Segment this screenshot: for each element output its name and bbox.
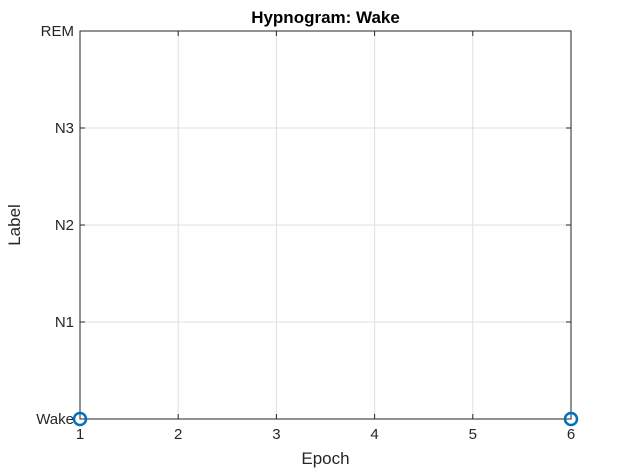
y-tick-label: Wake	[36, 411, 74, 428]
x-tick-label: 6	[567, 426, 575, 443]
x-tick-label: 2	[174, 426, 182, 443]
x-tick-label: 3	[272, 426, 280, 443]
y-tick-label: N3	[55, 120, 74, 137]
chart-title: Hypnogram: Wake	[251, 8, 400, 27]
y-tick-label: REM	[41, 23, 74, 40]
data-point-marker	[72, 411, 88, 427]
data-point-marker	[563, 411, 579, 427]
y-tick-label: N2	[55, 217, 74, 234]
tick-labels: 1 2 3 4 5 6 Wake N1 N2 N3 REM	[36, 23, 575, 443]
grid	[80, 31, 571, 419]
y-tick-label: N1	[55, 314, 74, 331]
data-markers	[72, 411, 579, 427]
x-tick-label: 1	[76, 426, 84, 443]
ticks	[79, 30, 572, 420]
x-tick-label: 5	[469, 426, 477, 443]
x-tick-label: 4	[370, 426, 378, 443]
x-axis-label: Epoch	[301, 449, 349, 468]
y-axis-label: Label	[5, 204, 24, 246]
